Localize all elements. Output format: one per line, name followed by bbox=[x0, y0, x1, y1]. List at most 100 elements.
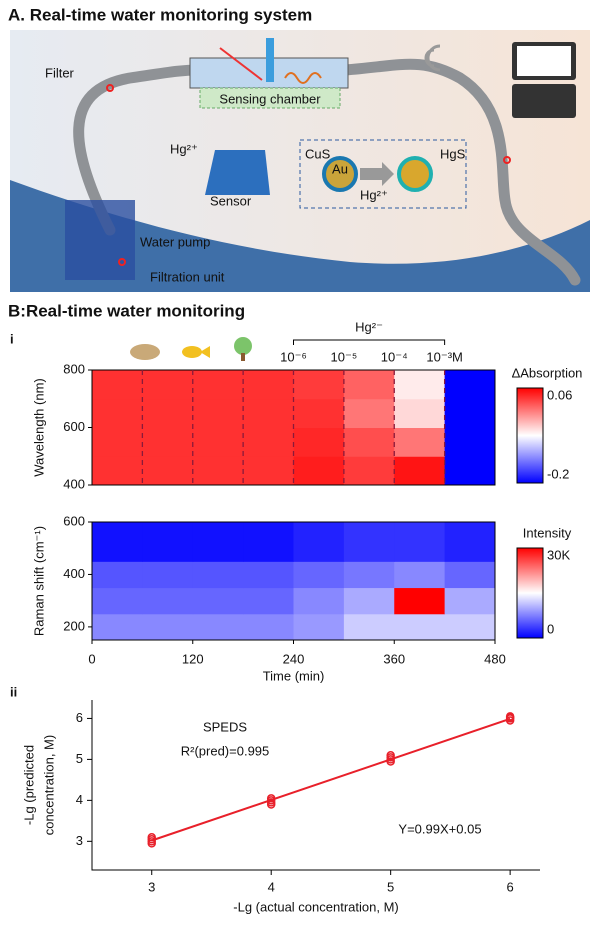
annotation: 10⁻³M bbox=[426, 349, 462, 364]
heat-cell bbox=[444, 561, 496, 589]
y-tick-label: 200 bbox=[63, 618, 85, 633]
heat-cell bbox=[293, 427, 345, 457]
heat-cell bbox=[142, 587, 194, 615]
equation: Y=0.99X+0.05 bbox=[398, 821, 481, 836]
x-tick-label: 240 bbox=[283, 651, 305, 666]
point bbox=[505, 712, 515, 721]
heat-cell bbox=[394, 398, 446, 428]
heat-cell bbox=[142, 456, 194, 486]
sub-label: ii bbox=[10, 684, 17, 699]
heat-cell bbox=[142, 427, 194, 457]
point bbox=[147, 832, 156, 842]
y-tick-label: 600 bbox=[63, 513, 85, 528]
colorbar bbox=[516, 387, 544, 484]
label: Water pump bbox=[140, 234, 210, 249]
heat-cell bbox=[293, 398, 345, 428]
heat-cell bbox=[444, 522, 496, 562]
heat-cell bbox=[243, 456, 294, 486]
x-tick-label: 360 bbox=[383, 651, 405, 666]
heat-cell bbox=[92, 456, 143, 486]
heat-cell bbox=[293, 370, 345, 400]
label: Hg²⁺ bbox=[170, 141, 198, 156]
colorbar-tick-label: -0.2 bbox=[547, 466, 569, 481]
y-tick-label: 3 bbox=[76, 833, 83, 848]
group-label: Hg²⁻ bbox=[355, 319, 383, 334]
heat-cell bbox=[243, 370, 294, 400]
heat-cell bbox=[192, 427, 244, 457]
bracket bbox=[293, 339, 446, 345]
y-tick-label: 4 bbox=[76, 792, 83, 807]
annotation: 10⁻⁵ bbox=[331, 349, 358, 364]
icons bbox=[130, 337, 252, 361]
x-tick-label: 4 bbox=[268, 879, 275, 894]
annotation: 10⁻⁶ bbox=[280, 349, 307, 364]
heat-cell bbox=[394, 587, 446, 615]
label: CuS bbox=[305, 146, 331, 161]
schematic: Filter Sensing chamber Hg²⁺ Sensor CuS A… bbox=[10, 30, 590, 292]
heat-cell bbox=[92, 398, 143, 428]
heat-cell bbox=[293, 613, 345, 641]
heat-cell bbox=[243, 613, 294, 641]
heat-cell bbox=[444, 370, 496, 400]
colorbar-tick-label: 0 bbox=[547, 621, 554, 636]
heat-cell bbox=[343, 370, 395, 400]
legend-text: SPEDS bbox=[203, 719, 247, 734]
x-tick-label: 3 bbox=[148, 879, 155, 894]
label: Filter bbox=[45, 65, 75, 80]
point bbox=[386, 751, 395, 760]
heat-cell bbox=[92, 522, 143, 562]
y-tick-label: 400 bbox=[63, 476, 85, 491]
heat-cell bbox=[394, 370, 446, 400]
heat-cell bbox=[394, 427, 446, 457]
heat-cell bbox=[243, 587, 294, 615]
colorbar-title: ΔAbsorption bbox=[512, 365, 583, 380]
heat-cell bbox=[394, 613, 446, 641]
label: Sensing chamber bbox=[219, 91, 321, 106]
y-axis-label: Raman shift (cm⁻¹) bbox=[31, 526, 46, 636]
heat-cell bbox=[343, 587, 395, 615]
y-axis-label: -Lg (predicted bbox=[21, 745, 36, 825]
r2-label: R²(pred)=0.995 bbox=[181, 743, 270, 758]
heat-cell bbox=[444, 456, 496, 486]
x-tick-label: 6 bbox=[507, 879, 514, 894]
x-tick-label: 120 bbox=[182, 651, 204, 666]
colorbar bbox=[516, 547, 544, 639]
heat-cell bbox=[343, 398, 395, 428]
heat-cell bbox=[243, 522, 294, 562]
y-tick-label: 6 bbox=[76, 710, 83, 725]
x-axis-label: -Lg (actual concentration, M) bbox=[233, 899, 398, 914]
y-axis-label: concentration, M) bbox=[41, 735, 56, 835]
x-axis-label: Time (min) bbox=[263, 668, 325, 683]
heat-cell bbox=[142, 561, 194, 589]
label: Sensor bbox=[210, 193, 252, 208]
colorbar-tick-label: 30K bbox=[547, 547, 570, 562]
heat-cell bbox=[192, 561, 244, 589]
label: HgS bbox=[440, 146, 466, 161]
heat-cell bbox=[243, 561, 294, 589]
label: Filtration unit bbox=[150, 269, 225, 284]
heat-cell bbox=[343, 613, 395, 641]
heat-cell bbox=[243, 398, 294, 428]
heat-cell bbox=[444, 613, 496, 641]
heat-cell bbox=[92, 561, 143, 589]
x-tick-label: 5 bbox=[387, 879, 394, 894]
heat-cell bbox=[192, 613, 244, 641]
heat-cell bbox=[293, 561, 345, 589]
heat-cell bbox=[293, 456, 345, 486]
heat-cell bbox=[394, 561, 446, 589]
heat-cell bbox=[293, 522, 345, 562]
label: Au bbox=[332, 161, 348, 176]
heat-cell bbox=[343, 427, 395, 457]
heat-cell bbox=[394, 522, 446, 562]
heat-cell bbox=[444, 398, 496, 428]
heat-cell bbox=[343, 561, 395, 589]
y-tick-label: 5 bbox=[76, 751, 83, 766]
heat-cell bbox=[192, 587, 244, 615]
heat-cell bbox=[192, 398, 244, 428]
panel-title: B:Real-time water monitoring bbox=[8, 301, 245, 320]
heat-cell bbox=[192, 456, 244, 486]
heat-cell bbox=[243, 427, 294, 457]
label: Hg²⁺ bbox=[360, 187, 388, 202]
heat-cell bbox=[444, 427, 496, 457]
heat-cell bbox=[92, 613, 143, 641]
